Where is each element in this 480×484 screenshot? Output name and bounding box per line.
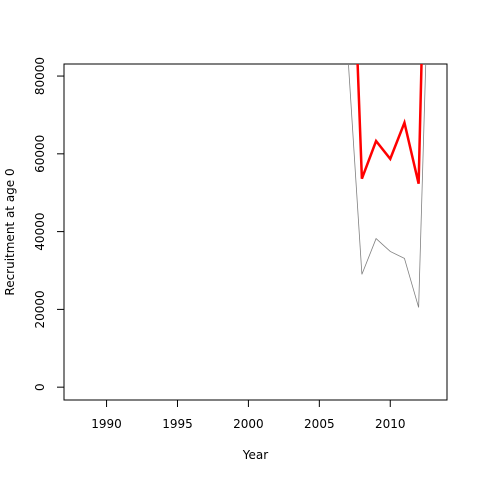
plot-frame bbox=[63, 63, 448, 401]
y-tick-label: 20000 bbox=[33, 290, 47, 328]
series-line bbox=[356, 64, 423, 185]
x-tick-label: 2010 bbox=[375, 417, 406, 431]
x-axis-title: Year bbox=[242, 448, 268, 462]
plot-area bbox=[348, 64, 427, 308]
y-tick-label: 80000 bbox=[33, 57, 47, 95]
x-tick-label: 2005 bbox=[304, 417, 335, 431]
y-tick-label: 0 bbox=[33, 383, 47, 391]
y-tick-label: 60000 bbox=[33, 135, 47, 173]
x-tick-label: 2000 bbox=[233, 417, 264, 431]
y-axis-title: Recruitment at age 0 bbox=[3, 168, 17, 295]
x-tick-label: 1995 bbox=[162, 417, 193, 431]
series-line bbox=[348, 64, 427, 308]
x-tick-label: 1990 bbox=[91, 417, 122, 431]
y-tick-label: 40000 bbox=[33, 213, 47, 251]
